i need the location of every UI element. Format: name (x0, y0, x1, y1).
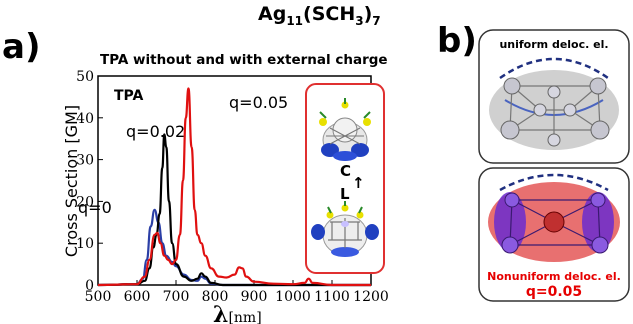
annotation-q005: q=0.05 (229, 93, 288, 112)
series-layer (97, 87, 371, 287)
nonuniform-cluster-image (488, 173, 620, 262)
panel-b-top-card: uniform deloc. el. (478, 29, 630, 164)
x-tick-label: 800 (202, 289, 229, 305)
x-tick-label: 600 (124, 289, 151, 305)
x-tick-label: 500 (85, 289, 112, 305)
annotation-q0: q=0 (78, 198, 112, 217)
molecule-top-image (319, 98, 371, 161)
x-tick-label: 1100 (314, 289, 350, 305)
molecule-bottom-image (311, 201, 379, 257)
y-tick-label: 10 (76, 236, 94, 252)
bottom-card-title: Nonuniform deloc. el. (487, 270, 621, 283)
annotation-q002: q=0.02 (126, 122, 185, 141)
bottom-card-q: q=0.05 (526, 284, 582, 300)
corner-label-tpa: TPA (114, 88, 144, 104)
series-line-q-0-05 (97, 87, 371, 287)
inset-arrow: ↑ (352, 174, 365, 192)
panel-b-bottom-card: Nonuniform deloc. el. q=0.05 (478, 167, 630, 302)
y-tick-label: 30 (76, 153, 94, 169)
inset-label-c: C (340, 162, 351, 180)
x-tick-label: 1200 (353, 289, 389, 305)
y-axis-label: Cross Section [GM] (62, 105, 81, 257)
x-tick-label: 700 (163, 289, 190, 305)
panel-a-label: a) (2, 27, 40, 67)
y-tick-label: 40 (76, 111, 94, 127)
x-axis-unit: [nm] (228, 310, 261, 324)
x-tick-label: 900 (241, 289, 268, 305)
chart-title: TPA without and with external charge (100, 52, 388, 68)
axis-ticks: 500 600 700 800 900 1000 1100 1200 0 10 20 30 40 50 (76, 69, 389, 305)
panel-b-label: b) (437, 21, 477, 61)
inset-label-l: L (340, 185, 350, 203)
y-tick-label: 20 (76, 194, 94, 210)
x-axis-symbol: λ (213, 302, 228, 324)
x-tick-label: 1000 (275, 289, 311, 305)
y-tick-label: 50 (76, 69, 94, 85)
formula-title: Ag11(SCH3)7 (258, 3, 381, 28)
uniform-cluster-image (489, 57, 619, 150)
top-card-title: uniform deloc. el. (499, 38, 608, 51)
x-axis-label: λ[nm] (213, 302, 262, 324)
inset-molecules: C ↑ L (305, 83, 385, 274)
y-tick-label: 0 (85, 278, 94, 294)
